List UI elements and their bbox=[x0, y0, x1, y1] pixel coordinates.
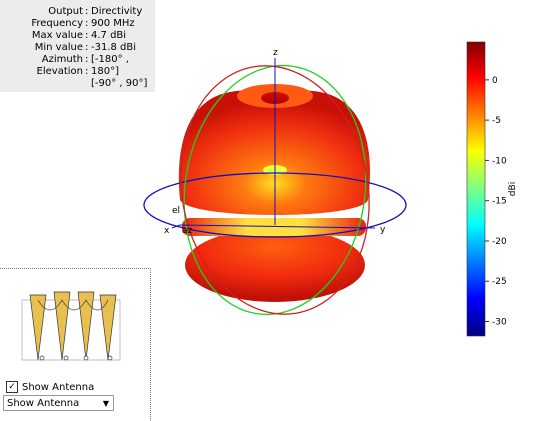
info-colon: : bbox=[85, 54, 89, 65]
az-label: az bbox=[182, 226, 193, 236]
info-value: Directivity bbox=[91, 6, 143, 17]
info-row: Elevation:180°] bbox=[0, 66, 155, 78]
info-label: Azimuth bbox=[41, 54, 83, 65]
info-value: 900 MHz bbox=[91, 18, 135, 29]
info-value: -31.8 dBi bbox=[91, 42, 137, 53]
info-row: Azimuth: [-180° , bbox=[0, 54, 155, 66]
colorbar-tick-label: -20 bbox=[492, 237, 507, 247]
info-label: Frequency bbox=[31, 18, 83, 29]
info-row: Output: Directivity bbox=[0, 6, 155, 18]
x-axis bbox=[171, 224, 181, 229]
info-label: Output bbox=[48, 6, 83, 17]
view-dropdown[interactable]: Show Antenna ▼ bbox=[3, 395, 114, 411]
info-row: Max value:4.7 dBi bbox=[0, 30, 155, 42]
y-label: y bbox=[380, 225, 386, 235]
info-colon: : bbox=[85, 30, 89, 41]
checkbox-label: Show Antenna bbox=[22, 381, 95, 393]
colorbar-tick-label: -5 bbox=[492, 116, 501, 126]
info-value: [-180° , bbox=[91, 54, 129, 65]
info-value: [-90° , 90°] bbox=[91, 78, 148, 89]
colorbar-tick-label: -10 bbox=[492, 156, 507, 166]
info-row: Frequency:900 MHz bbox=[0, 18, 155, 30]
colorbar-tick-label: 0 bbox=[492, 76, 498, 86]
info-label: Elevation bbox=[36, 66, 83, 77]
info-value: 4.7 dBi bbox=[91, 30, 127, 41]
pattern bbox=[178, 84, 371, 302]
x-label: x bbox=[164, 226, 170, 236]
colorbar-tick-label: -25 bbox=[492, 277, 507, 287]
info-label: Min value bbox=[34, 42, 83, 53]
info-colon: : bbox=[85, 6, 89, 17]
el-label: el bbox=[172, 206, 180, 216]
info-colon: : bbox=[85, 66, 89, 77]
info-colon: : bbox=[85, 42, 89, 53]
show-antenna-checkbox[interactable]: ✓ Show Antenna bbox=[6, 381, 94, 393]
colorbar bbox=[466, 41, 486, 337]
colorbar-tick-label: -15 bbox=[492, 197, 507, 207]
antenna-icon bbox=[21, 291, 121, 361]
elevation-circle bbox=[183, 64, 367, 316]
elevation-circle-2 bbox=[180, 65, 370, 315]
info-panel: Output: Directivity Frequency:900 MHz Max v… bbox=[0, 0, 155, 92]
info-row: Min value: -31.8 dBi bbox=[0, 42, 155, 54]
antenna-panel bbox=[0, 268, 151, 421]
z-label: z bbox=[273, 48, 278, 58]
dropdown-text: Show Antenna bbox=[7, 398, 80, 409]
colorbar-label: dBi bbox=[508, 182, 518, 196]
info-value: 180°] bbox=[91, 66, 119, 77]
info-row: [-90° , 90°] bbox=[0, 78, 155, 90]
info-colon: : bbox=[85, 18, 89, 29]
colorbar-tick-label: -30 bbox=[492, 318, 507, 328]
info-label: Max value bbox=[31, 30, 83, 41]
y-axis bbox=[179, 224, 376, 229]
